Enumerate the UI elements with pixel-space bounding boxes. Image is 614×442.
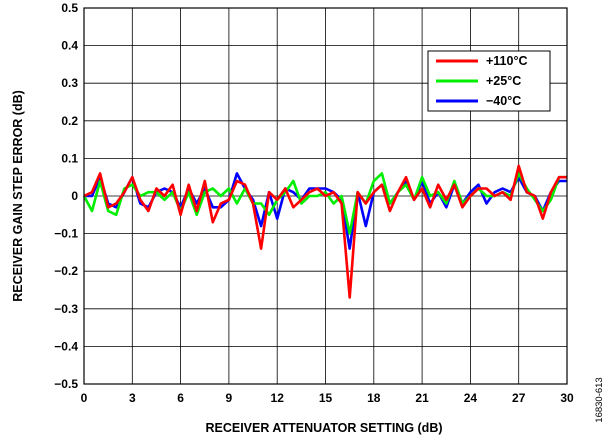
y-tick-label: −0.2 bbox=[54, 264, 78, 278]
x-tick-label: 12 bbox=[271, 391, 285, 405]
series-line-110c bbox=[83, 164, 567, 299]
x-tick-label: 21 bbox=[415, 391, 429, 405]
y-axis-title: RECEIVER GAIN STEP ERROR (dB) bbox=[11, 90, 25, 302]
legend: +110°C +25°C −40°C bbox=[427, 50, 551, 112]
series-line-minus40c bbox=[84, 172, 567, 250]
y-tick-label: 0.5 bbox=[61, 1, 78, 15]
legend-label-minus40c: −40°C bbox=[486, 94, 521, 108]
y-tick-label: −0.4 bbox=[54, 339, 78, 353]
legend-label-25c: +25°C bbox=[486, 74, 521, 88]
series-line-25c bbox=[82, 172, 567, 235]
x-tick-labels: 0 3 6 9 12 15 18 21 24 27 30 bbox=[81, 391, 574, 405]
x-tick-label: 18 bbox=[367, 391, 381, 405]
y-tick-label: 0.1 bbox=[61, 151, 78, 165]
y-tick-label: 0.3 bbox=[61, 76, 78, 90]
x-tick-label: 9 bbox=[226, 391, 233, 405]
y-tick-label: −0.1 bbox=[54, 227, 78, 241]
x-axis-title: RECEIVER ATTENUATOR SETTING (dB) bbox=[205, 421, 442, 435]
x-tick-label: 27 bbox=[512, 391, 526, 405]
x-tick-label: 6 bbox=[177, 391, 184, 405]
x-tick-label: 0 bbox=[81, 391, 88, 405]
x-tick-label: 30 bbox=[560, 391, 574, 405]
y-tick-label: −0.3 bbox=[54, 302, 78, 316]
figure-id: 16830-613 bbox=[594, 377, 605, 422]
y-tick-label: −0.5 bbox=[54, 377, 78, 391]
legend-label-110c: +110°C bbox=[486, 54, 528, 68]
y-tick-labels: 0.5 0.4 0.3 0.2 0.1 0 −0.1 −0.2 −0.3 −0.4 −0.5 bbox=[54, 1, 78, 391]
x-tick-label: 3 bbox=[129, 391, 136, 405]
y-tick-label: 0.2 bbox=[61, 114, 78, 128]
x-tick-label: 24 bbox=[464, 391, 478, 405]
plot-frame bbox=[83, 7, 568, 385]
series-lines bbox=[82, 164, 567, 299]
y-tick-label: 0.4 bbox=[61, 39, 78, 53]
y-tick-label: 0 bbox=[71, 189, 78, 203]
x-tick-label: 15 bbox=[319, 391, 333, 405]
